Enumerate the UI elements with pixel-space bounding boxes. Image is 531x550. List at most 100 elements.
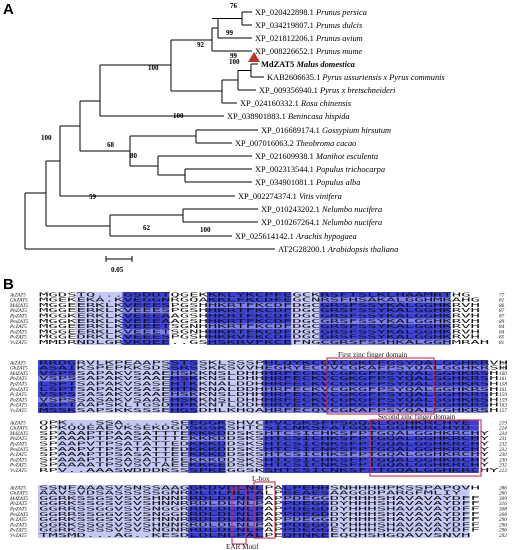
panel-b-letter: B	[3, 276, 14, 293]
tree-leaf-label: XP_034219807.1 Prunus dulcis	[255, 21, 362, 30]
shade-conserved	[263, 467, 479, 473]
residue-count: 84	[499, 328, 505, 335]
shade-conserved	[188, 485, 264, 491]
tree-leaf-label: XP_038901883.1 Benincasa hispida	[227, 112, 350, 121]
alignment-block: AtZAT5 MGDSTQ...GSDDTQGEKKKLYKCPFEGCKRSFT…	[9, 292, 505, 346]
sequence-row: GGRKSSGSVSVSHNNRRDLDLNLPAPPDEGGDYHHHSHAV…	[39, 522, 480, 528]
leaf-accession: XP_021609938.1	[255, 152, 316, 161]
tree-leaf-label: KAB2606635.1 Pyrus ussuriensis x Pyrus c…	[267, 73, 445, 82]
shade-conserved	[281, 500, 329, 507]
sequence-row: MGGEDRKLKVEEESPGSHHKRVFKCDFDGCGRSFSSYKAL…	[39, 335, 480, 341]
tree-leaf-label: XP_007016063.2 Theobroma cacao	[235, 139, 356, 148]
residue-count: 81	[499, 298, 505, 304]
shade-light	[225, 467, 264, 473]
shade-conserved	[188, 435, 226, 442]
shade-conserved	[206, 302, 292, 308]
sequence-row: SPAAAPTPSASATTEEKKKDDSKSHTCSICHKSFPTGQAL…	[39, 452, 492, 458]
species-name: PbZAT5	[9, 376, 28, 382]
tree-leaf-label: XP_010267264.1 Nelumbo nucifera	[261, 218, 382, 227]
sequence-row: SPAAPVTPSATATTEDKKKDDSKSHTCSICNKSFPTGQAL…	[39, 447, 492, 453]
residue-count: 87	[499, 308, 505, 314]
species-name: PpZAT5	[9, 442, 28, 448]
leaf-accession: XP_016689174.1	[261, 126, 322, 135]
shade-light	[75, 402, 170, 408]
shade-conserved	[38, 375, 76, 382]
shade-conserved	[263, 425, 479, 431]
shade-conserved	[188, 490, 264, 496]
shade-conserved	[38, 370, 76, 376]
leaf-species: Gossypium hirsutum	[322, 126, 391, 135]
shade-conserved	[263, 391, 489, 398]
sequence-row: ASPTAAPSKLTGSDHPKKNTLDDHHRYECKVCGKGFPSYQ…	[39, 403, 499, 409]
residue-count: 286	[499, 485, 507, 491]
species-name: MdZAT5	[9, 371, 29, 377]
shade-light	[75, 391, 170, 398]
shade-conserved	[188, 457, 226, 463]
species-name: PbZAT5	[9, 308, 28, 314]
shade-conserved	[206, 313, 292, 319]
shade-light	[225, 462, 264, 468]
shade-light	[38, 485, 189, 491]
residue-count: 161	[499, 376, 507, 382]
sequence-row: ASAIKSPEPKKSDSSRSSKKSVVHEGRYECQVCGKAFPSY…	[39, 366, 508, 372]
sequence-row: MGGEERKLKVEEESPGSHHKRTFKCDFDGCGRSFSSYKAL…	[39, 303, 480, 309]
residue-count: 81	[499, 340, 505, 346]
tree-leaf-label: XP_016689174.1 Gossypium hirsutum	[261, 126, 391, 135]
shade-conserved	[169, 370, 198, 376]
shade-conserved	[188, 532, 264, 538]
shade-light	[38, 495, 189, 501]
shade-conserved	[263, 420, 479, 426]
species-name: VvZAT5	[10, 408, 27, 414]
shade-conserved	[188, 467, 226, 473]
sequence-row: RPV..AAASWDDDKSSSPKEGGSKSHTCSICNKSFPTGQA…	[39, 468, 501, 474]
shade-conserved	[206, 292, 292, 298]
species-name: PmZAT5	[9, 387, 29, 393]
species-name: AtZAT5	[9, 485, 26, 491]
sequence-row: TMSMD...AG..KESDLDLNLPALPEQHNKEEQQHSHGQA…	[39, 533, 471, 539]
shade-light	[225, 435, 264, 442]
shade-light	[56, 425, 189, 431]
shade-light	[75, 339, 123, 345]
sequence-row: AAVSVDSASSSSSGNRDLDLNLPALPEEAESAAGGDPARG…	[39, 491, 464, 497]
leaf-accession: XP_020422898.1	[255, 8, 316, 17]
shade-conserved	[188, 420, 226, 426]
leaf-species: Populus alba	[315, 178, 360, 187]
shade-conserved	[319, 323, 451, 330]
shade-light	[291, 329, 320, 335]
shade-conserved	[206, 318, 292, 324]
species-name: PvZAT5	[9, 403, 27, 409]
sequence-row: MGGKERKLKVEEEAAGSHHKRTFKCDFDGCGRSFSSYKAL…	[39, 319, 480, 325]
shade-light	[291, 292, 320, 298]
shade-conserved	[206, 307, 292, 314]
shade-light	[197, 370, 264, 376]
shade-conserved	[319, 339, 451, 345]
shade-light	[75, 329, 123, 335]
shade-light	[225, 420, 264, 426]
shade-conserved	[281, 485, 329, 491]
residue-count: 308	[499, 512, 507, 518]
shade-conserved	[122, 329, 170, 335]
sequence-row: MGGEERKLKVEEESPGSHHKRTFKCDFDGCGRSFSSYKAL…	[39, 308, 480, 314]
shade-light	[75, 397, 170, 403]
shade-conserved	[319, 334, 451, 340]
shade-conserved	[281, 511, 329, 517]
species-name: AtZAT5	[9, 360, 26, 366]
sequence-row: RRDGRVLKPEAAPSSTSSKLSSSPHLQYKCQICGKEFGSY…	[39, 360, 508, 366]
first-zinc-finger-label: First zinc finger domain	[338, 351, 408, 359]
shade-conserved	[38, 397, 76, 403]
shade-light	[328, 511, 470, 517]
shade-light	[197, 397, 264, 403]
alignment-block: AtZAT5 SSNFAAASVSNSSAAGGKDVDLNLPALPEHHSNH…	[9, 485, 507, 539]
shade-light	[56, 446, 189, 452]
leaf-accession: XP_034219807.1	[255, 21, 316, 30]
sequence-row: GGRKSSGSVSVSHNNRRDLDLNLPAPPDEGGDYHHHSHAV…	[39, 517, 480, 523]
shade-light	[197, 407, 264, 413]
bootstrap-value: 100	[200, 226, 211, 234]
residue-count: 224	[499, 425, 507, 432]
shade-light	[75, 407, 170, 413]
sequence-row: MMDRNDLGRVKQEE..GSHSKRVFKCEFNGCGRSFSSHKA…	[39, 340, 489, 346]
leaf-accession: AT2G28200.1	[278, 245, 328, 254]
residue-count: 153	[499, 360, 507, 366]
tree-leaf-label: XP_002274374.1 Vitis vinifera	[238, 192, 342, 201]
residue-count: 85	[499, 335, 505, 341]
